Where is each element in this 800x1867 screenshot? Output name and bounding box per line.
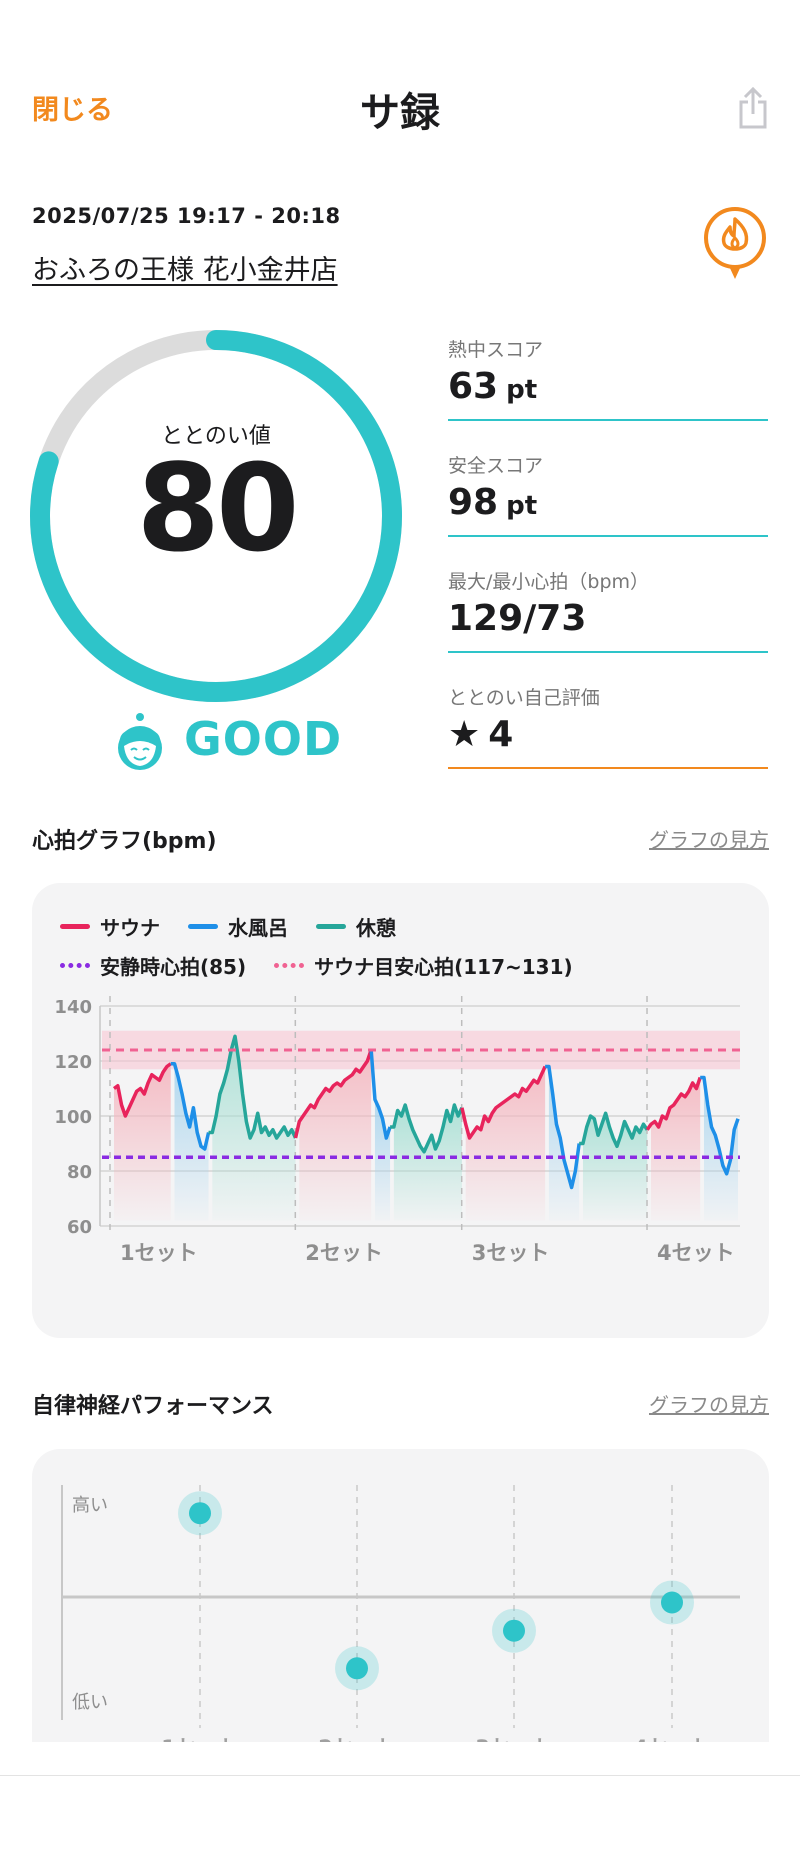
- legend-swatch-rest: [316, 924, 346, 929]
- series-line: [208, 1034, 298, 1140]
- legend-swatch-sauna: [60, 924, 90, 929]
- totonoi-value: 80: [136, 440, 300, 579]
- y-tick-label: 140: [54, 997, 92, 1018]
- legend-target-hr: サウナ目安心拍(117~131): [314, 955, 573, 979]
- series-line: [369, 1049, 392, 1140]
- hr-range-label: 最大/最小心拍（bpm）: [448, 571, 650, 593]
- series-area: [582, 1113, 648, 1221]
- heart-rate-chart: 140 120 100 80 60 1セット 2セット 3セット 4セット: [54, 996, 740, 1265]
- star-icon: ★: [448, 714, 481, 755]
- high-label: 高い: [72, 1495, 108, 1516]
- close-button[interactable]: 閉じる: [32, 95, 113, 126]
- safety-score-label: 安全スコア: [448, 455, 544, 477]
- divider: [448, 651, 768, 653]
- legend-row: サウナ 水風呂 休憩: [60, 912, 396, 941]
- series-area: [299, 1050, 372, 1221]
- y-tick-label: 80: [67, 1162, 92, 1183]
- legend-resting-hr: 安静時心拍(85): [100, 955, 247, 979]
- legend-swatch-water: [188, 924, 218, 929]
- totonoi-ring: [30, 330, 402, 702]
- safety-score-value: 98 pt: [448, 482, 538, 523]
- set-label: 2セット: [305, 1241, 383, 1265]
- legend-water: 水風呂: [228, 916, 288, 940]
- series-area: [465, 1066, 546, 1221]
- y-tick-label: 60: [67, 1217, 92, 1238]
- set-label: 4セット: [657, 1241, 735, 1265]
- set-label: 3セット: [472, 1241, 550, 1265]
- series-line: [700, 1075, 740, 1176]
- facility-link[interactable]: おふろの王様 花小金井店: [32, 255, 338, 286]
- series-line: [293, 1049, 373, 1139]
- heat-button[interactable]: [702, 205, 768, 285]
- series-line: [170, 1062, 211, 1151]
- heat-score-value: 63 pt: [448, 366, 538, 407]
- data-point: [346, 1657, 368, 1680]
- series-area: [703, 1077, 738, 1221]
- ans-title: 自律神経パフォーマンス: [32, 1394, 274, 1419]
- series-area: [374, 1099, 391, 1221]
- set-label: 1セット: [120, 1241, 198, 1265]
- data-point: [189, 1502, 211, 1525]
- legend-swatch-resting: [60, 963, 90, 968]
- session-datetime: 2025/07/25 19:17 - 20:18: [32, 204, 341, 228]
- rating-text: GOOD: [184, 712, 343, 766]
- ans-help-link[interactable]: グラフの見方: [649, 1393, 769, 1417]
- self-rating-label: ととのい自己評価: [448, 687, 600, 709]
- series-line: [390, 1103, 464, 1154]
- series-line: [579, 1111, 649, 1148]
- legend-sauna: サウナ: [100, 916, 160, 940]
- legend-row: 安静時心拍(85) サウナ目安心拍(117~131): [60, 951, 573, 980]
- mascot-icon: [118, 713, 162, 770]
- divider: [448, 767, 768, 769]
- divider: [448, 535, 768, 537]
- heart-graph-help-link[interactable]: グラフの見方: [649, 828, 769, 852]
- target-band: [102, 1030, 740, 1070]
- y-tick-label: 100: [54, 1107, 92, 1128]
- share-icon: [739, 86, 767, 129]
- legend-rest: 休憩: [356, 916, 396, 940]
- bottom-bar: [0, 1742, 800, 1867]
- low-label: 低い: [72, 1692, 108, 1713]
- data-point: [661, 1591, 683, 1614]
- data-point: [503, 1619, 525, 1642]
- series-line: [545, 1064, 581, 1190]
- series-area: [212, 1036, 296, 1221]
- self-rating-value[interactable]: ★ 4: [448, 714, 514, 755]
- totonoi-label: ととのい値: [161, 424, 271, 449]
- heat-score-label: 熱中スコア: [448, 339, 544, 361]
- series-line: [460, 1065, 547, 1140]
- ring-progress: [30, 330, 402, 702]
- series-area: [651, 1077, 701, 1221]
- flame-badge-icon: [704, 207, 766, 279]
- hr-range-value: 129/73: [448, 598, 587, 639]
- y-tick-label: 120: [54, 1052, 92, 1073]
- divider: [448, 419, 768, 421]
- legend-swatch-target: [274, 963, 305, 968]
- series-line: [645, 1076, 702, 1131]
- ans-chart: 高い低い1セット2セット3セット4セット: [61, 1485, 740, 1755]
- footer-divider: [0, 1775, 800, 1776]
- series-area: [114, 1063, 171, 1221]
- heart-graph-title: 心拍グラフ(bpm): [32, 829, 217, 854]
- series-area: [548, 1066, 580, 1221]
- share-button[interactable]: [736, 86, 770, 130]
- page-title: サ録: [360, 90, 440, 136]
- series-area: [393, 1105, 462, 1221]
- series-line: [112, 1062, 172, 1118]
